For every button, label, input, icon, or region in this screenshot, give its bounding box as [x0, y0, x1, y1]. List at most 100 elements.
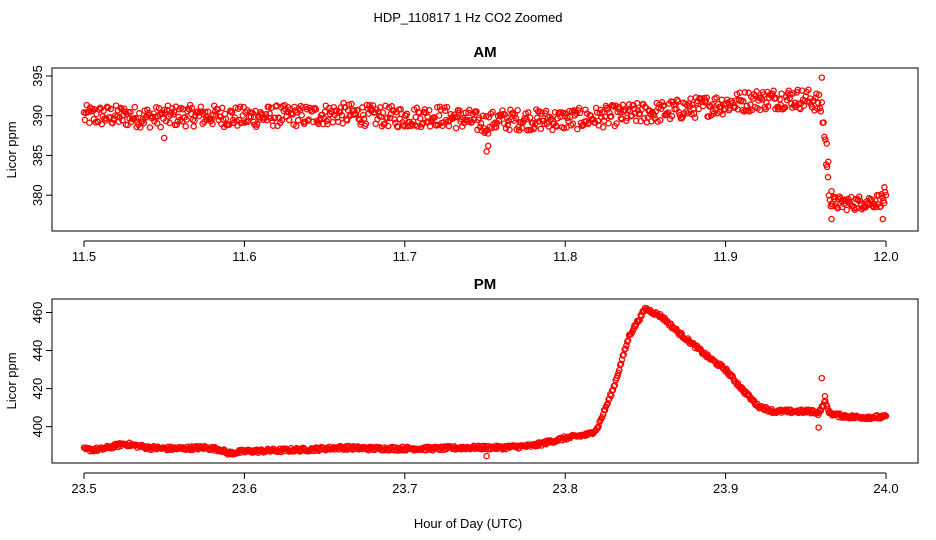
am-data-point [173, 121, 181, 128]
am-data-point [459, 123, 466, 130]
am-data-point [115, 118, 123, 125]
am-data-point [795, 100, 802, 107]
am-data-point [338, 111, 346, 119]
am-data-point [93, 110, 100, 118]
am-data-point [146, 124, 154, 131]
pm-y-tick-label: 400 [30, 416, 45, 438]
am-data-point [98, 120, 106, 128]
panel-pm-x-axis: 23.5 23.6 23.7 23.8 23.9 24.0 [71, 472, 899, 496]
panel-am-ylabel: Licor ppm [4, 121, 19, 178]
am-outlier-point [823, 140, 830, 147]
am-data-point [573, 110, 580, 117]
am-y-tick-label: 385 [30, 145, 45, 167]
pm-data-point [614, 372, 621, 379]
am-data-point [253, 121, 261, 128]
pm-x-tick-label: 23.9 [713, 481, 738, 496]
am-data-point [120, 105, 128, 112]
am-data-point [321, 108, 329, 116]
am-data-point [794, 86, 801, 94]
am-data-point [856, 197, 864, 205]
am-outlier-point [818, 74, 826, 81]
am-outlier-point [828, 215, 835, 223]
am-data-point [190, 123, 197, 130]
am-data-point [262, 111, 270, 118]
am-data-point [473, 108, 480, 115]
am-data-point [559, 109, 567, 117]
am-data-point [687, 95, 694, 102]
am-data-point [741, 89, 749, 96]
am-data-point [778, 90, 785, 97]
am-data-point [199, 120, 206, 127]
am-data-point [623, 117, 630, 125]
panel-pm-ylabel: Licor ppm [4, 352, 19, 409]
am-data-point [425, 106, 433, 114]
am-data-point [660, 102, 668, 109]
panel-pm: PM Licor ppm 23.5 23.6 23.7 23.8 23.9 24.0 40… [4, 276, 919, 496]
am-data-point [394, 123, 402, 131]
am-data-point [713, 94, 720, 101]
am-data-point [485, 113, 493, 121]
am-x-tick-label: 11.5 [72, 249, 96, 264]
panel-pm-frame [51, 298, 919, 464]
am-data-point [816, 105, 824, 112]
am-data-point [310, 118, 317, 126]
am-data-point [441, 104, 448, 111]
am-outlier-point [484, 142, 492, 150]
am-data-point [607, 113, 615, 120]
pm-outlier-point [483, 452, 490, 460]
am-data-point [535, 118, 543, 125]
am-data-point [343, 116, 350, 123]
am-data-point [814, 99, 822, 107]
am-data-point [443, 103, 451, 111]
am-data-point [605, 119, 612, 127]
am-data-point [820, 119, 827, 126]
am-data-point [599, 123, 607, 131]
am-data-point [136, 110, 143, 117]
am-data-point [763, 99, 770, 107]
am-data-point [285, 116, 293, 124]
am-data-point [435, 112, 443, 119]
am-data-point [703, 94, 710, 101]
am-data-point [514, 106, 521, 114]
pm-data-point [635, 317, 643, 325]
am-data-point [452, 124, 460, 132]
am-data-point [383, 115, 390, 122]
am-data-point [781, 104, 789, 111]
am-data-point [708, 101, 716, 108]
am-data-point [369, 102, 377, 109]
am-data-point [665, 109, 672, 116]
am-data-point [574, 125, 581, 133]
chart-title: HDP_110817 1 Hz CO2 Zoomed [373, 10, 562, 25]
am-data-point [100, 107, 107, 115]
am-data-point [191, 117, 198, 125]
am-data-point [477, 120, 485, 127]
pm-x-tick-label: 23.7 [392, 481, 417, 496]
am-data-point [506, 126, 513, 134]
panel-am-title: AM [473, 44, 496, 61]
am-data-point [786, 95, 793, 102]
am-data-point [382, 102, 389, 110]
am-data-point [882, 191, 890, 199]
am-outlier-point [879, 215, 887, 223]
am-data-point [166, 119, 173, 127]
x-axis-label: Hour of Day (UTC) [414, 516, 522, 531]
am-data-point [363, 101, 371, 109]
pm-y-tick-label: 460 [30, 302, 45, 324]
am-data-point [682, 108, 690, 115]
am-x-tick-label: 11.7 [393, 249, 417, 264]
panel-am-x-axis: 11.5 11.6 11.7 11.8 11.9 12.0 [72, 240, 899, 264]
am-data-point [155, 104, 163, 112]
pm-data-point [617, 360, 625, 368]
am-data-point [162, 117, 170, 125]
pm-data-point [622, 345, 629, 352]
am-data-point [417, 115, 424, 122]
am-data-point [791, 99, 799, 107]
am-data-point [502, 125, 510, 132]
am-data-point [157, 123, 164, 131]
pm-x-tick-label: 23.6 [232, 481, 257, 496]
am-data-point [136, 124, 144, 131]
am-data-point [545, 123, 553, 130]
am-data-point [188, 104, 196, 112]
pm-x-tick-label: 24.0 [873, 481, 898, 496]
am-data-point [576, 109, 584, 117]
